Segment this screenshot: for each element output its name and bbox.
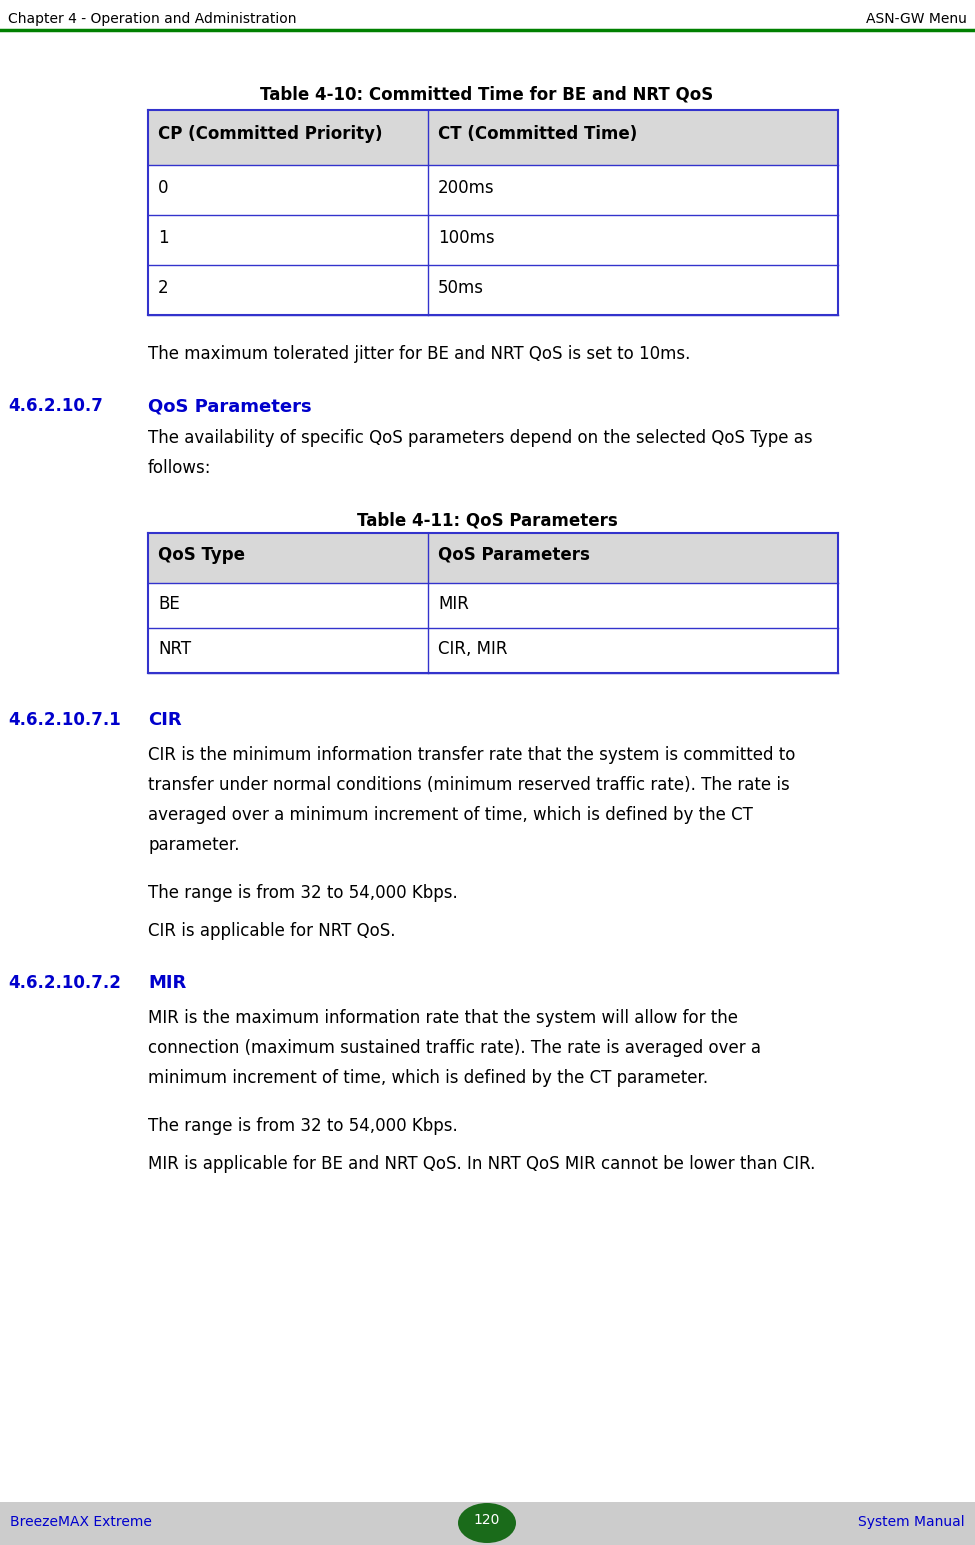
Text: The range is from 32 to 54,000 Kbps.: The range is from 32 to 54,000 Kbps. (148, 884, 457, 902)
Ellipse shape (458, 1503, 516, 1543)
Text: The range is from 32 to 54,000 Kbps.: The range is from 32 to 54,000 Kbps. (148, 1117, 457, 1136)
Text: CIR, MIR: CIR, MIR (438, 640, 508, 658)
Text: parameter.: parameter. (148, 836, 240, 854)
Text: Chapter 4 - Operation and Administration: Chapter 4 - Operation and Administration (8, 12, 296, 26)
Text: QoS Parameters: QoS Parameters (438, 545, 590, 564)
Text: Table 4-10: Committed Time for BE and NRT QoS: Table 4-10: Committed Time for BE and NR… (260, 85, 714, 104)
Bar (148, 165, 838, 215)
Text: Table 4-11: QoS Parameters: Table 4-11: QoS Parameters (357, 511, 617, 528)
Text: connection (maximum sustained traffic rate). The rate is averaged over a: connection (maximum sustained traffic ra… (148, 1038, 761, 1057)
Text: averaged over a minimum increment of time, which is defined by the CT: averaged over a minimum increment of tim… (148, 806, 753, 823)
Text: 4.6.2.10.7.1: 4.6.2.10.7.1 (8, 711, 121, 729)
Bar (148, 627, 838, 674)
Bar (148, 110, 838, 165)
Text: follows:: follows: (148, 459, 212, 477)
Bar (148, 533, 838, 582)
Text: 100ms: 100ms (438, 229, 494, 247)
Text: 200ms: 200ms (438, 179, 494, 198)
Text: CIR: CIR (148, 711, 181, 729)
Text: 2: 2 (158, 280, 169, 297)
Text: QoS Type: QoS Type (158, 545, 245, 564)
Text: The maximum tolerated jitter for BE and NRT QoS is set to 10ms.: The maximum tolerated jitter for BE and … (148, 345, 690, 363)
Text: CIR is the minimum information transfer rate that the system is committed to: CIR is the minimum information transfer … (148, 746, 796, 763)
Bar (148, 215, 838, 266)
Text: MIR: MIR (148, 973, 186, 992)
Text: 120: 120 (474, 1513, 500, 1526)
Text: MIR: MIR (438, 595, 469, 613)
Text: MIR is the maximum information rate that the system will allow for the: MIR is the maximum information rate that… (148, 1009, 738, 1027)
Text: System Manual: System Manual (858, 1516, 965, 1530)
Text: NRT: NRT (158, 640, 191, 658)
Text: 1: 1 (158, 229, 169, 247)
Text: BreezeMAX Extreme: BreezeMAX Extreme (10, 1516, 152, 1530)
Text: MIR is applicable for BE and NRT QoS. In NRT QoS MIR cannot be lower than CIR.: MIR is applicable for BE and NRT QoS. In… (148, 1156, 815, 1173)
Text: CIR is applicable for NRT QoS.: CIR is applicable for NRT QoS. (148, 922, 396, 939)
Text: minimum increment of time, which is defined by the CT parameter.: minimum increment of time, which is defi… (148, 1069, 708, 1088)
Bar (148, 266, 838, 315)
Text: 4.6.2.10.7: 4.6.2.10.7 (8, 397, 103, 416)
Text: transfer under normal conditions (minimum reserved traffic rate). The rate is: transfer under normal conditions (minimu… (148, 776, 790, 794)
Text: 4.6.2.10.7.2: 4.6.2.10.7.2 (8, 973, 121, 992)
Bar (148, 582, 838, 627)
Text: 0: 0 (158, 179, 169, 198)
Text: CT (Committed Time): CT (Committed Time) (438, 125, 638, 144)
Text: QoS Parameters: QoS Parameters (148, 397, 312, 416)
Text: ASN-GW Menu: ASN-GW Menu (866, 12, 967, 26)
Text: BE: BE (158, 595, 179, 613)
Text: CP (Committed Priority): CP (Committed Priority) (158, 125, 382, 144)
Bar (0, 1502, 975, 1545)
Text: The availability of specific QoS parameters depend on the selected QoS Type as: The availability of specific QoS paramet… (148, 430, 812, 447)
Text: 50ms: 50ms (438, 280, 484, 297)
